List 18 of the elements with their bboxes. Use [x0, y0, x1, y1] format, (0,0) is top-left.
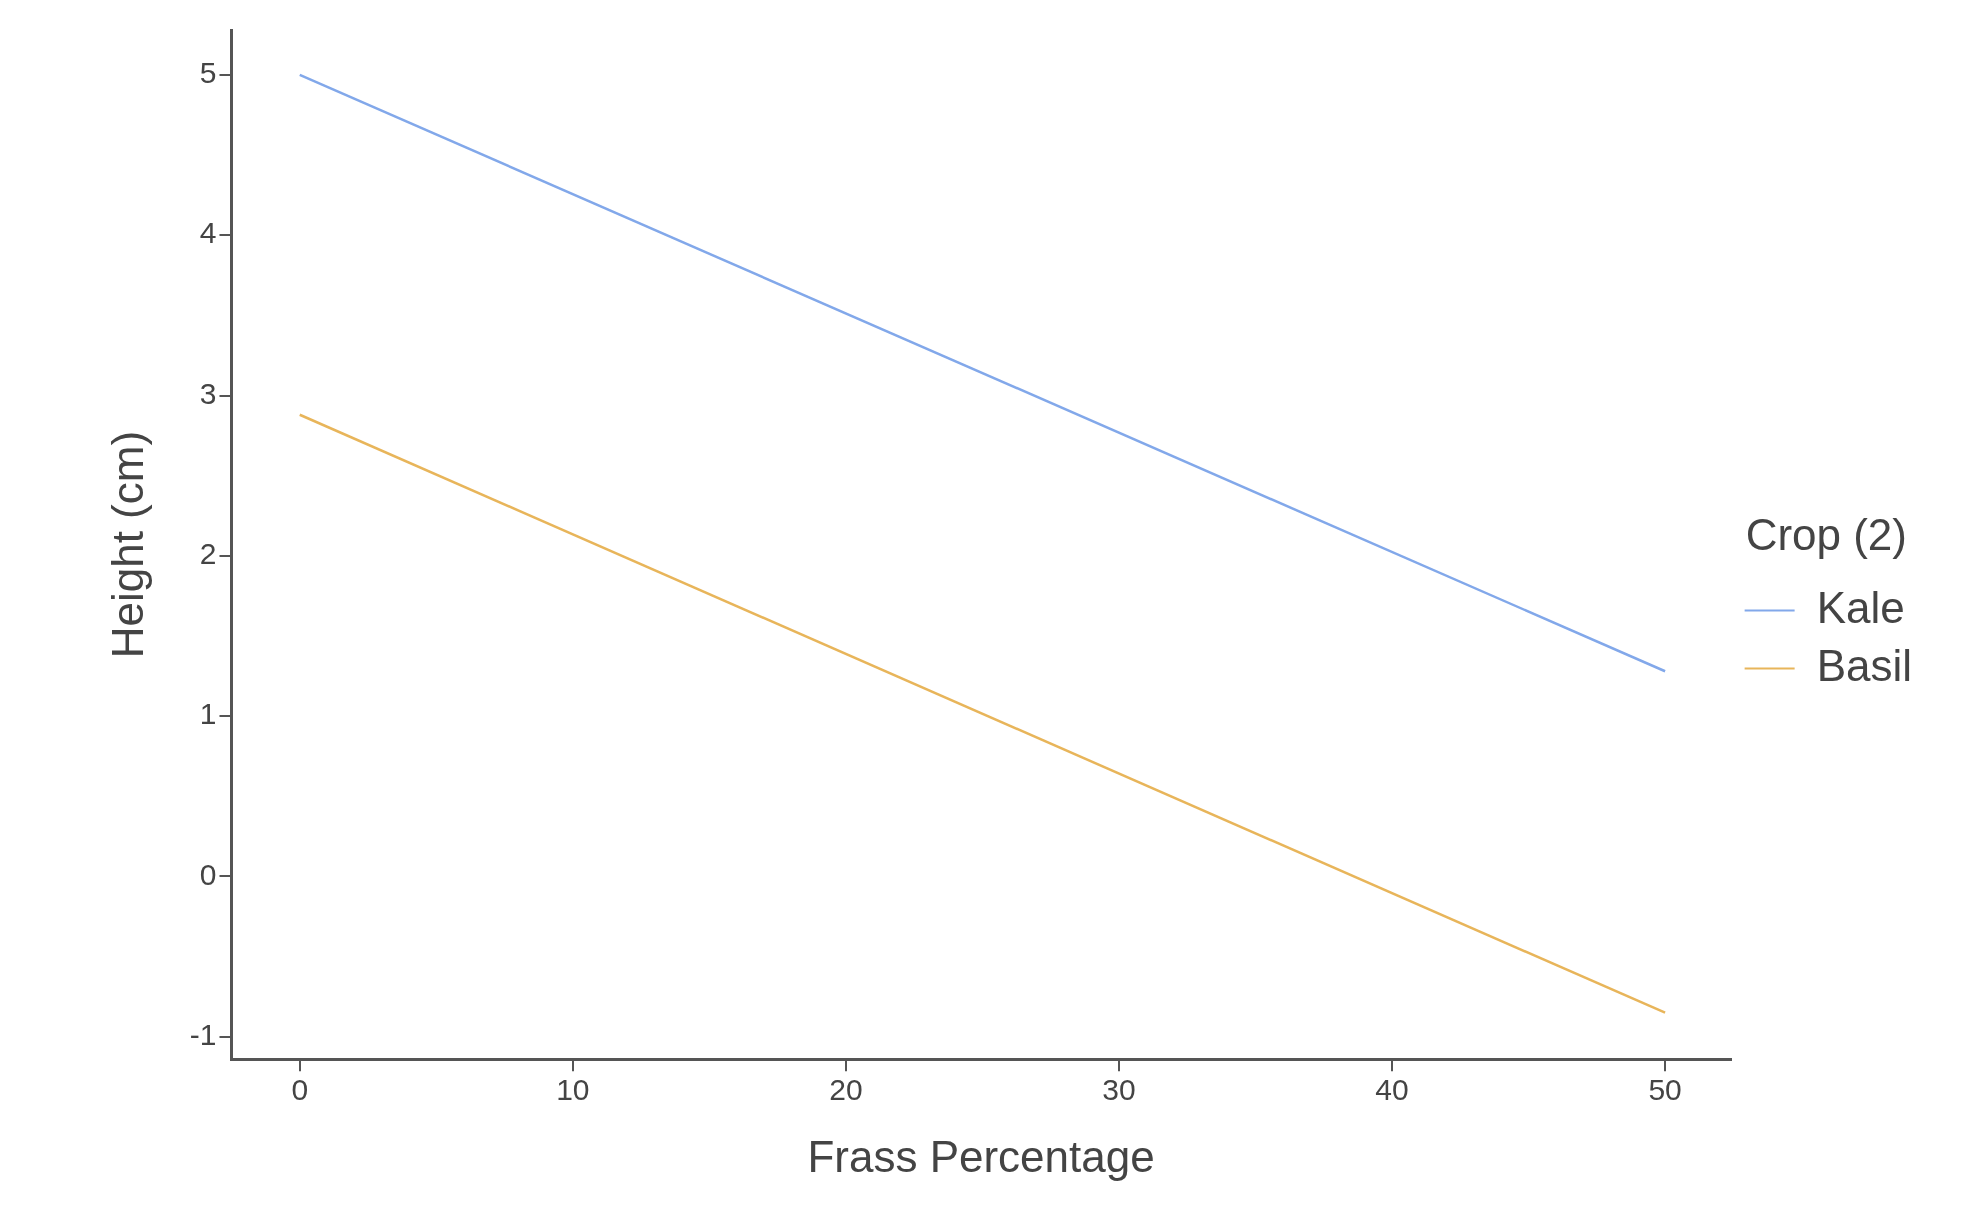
x-tick-label: 20	[829, 1073, 863, 1107]
y-tick-label: 5	[199, 56, 217, 90]
x-axis-title: Frass Percentage	[807, 1131, 1155, 1181]
x-tick-label: 10	[556, 1073, 590, 1107]
y-tick-label: 1	[199, 697, 217, 731]
legend-title: Crop (2)	[1745, 509, 1907, 559]
y-tick-label: 3	[199, 376, 217, 410]
x-tick-label: 0	[291, 1073, 309, 1107]
legend-label: Basil	[1816, 640, 1913, 690]
x-tick-label: 30	[1102, 1073, 1136, 1107]
y-tick-label: 2	[199, 537, 217, 571]
legend-label: Kale	[1816, 582, 1905, 632]
y-tick-label: -1	[189, 1018, 217, 1052]
y-tick-label: 0	[199, 857, 217, 891]
y-axis-title: Height (cm)	[102, 430, 152, 659]
x-tick-label: 40	[1375, 1073, 1409, 1107]
y-tick-label: 4	[199, 216, 217, 250]
x-tick-label: 50	[1648, 1073, 1682, 1107]
